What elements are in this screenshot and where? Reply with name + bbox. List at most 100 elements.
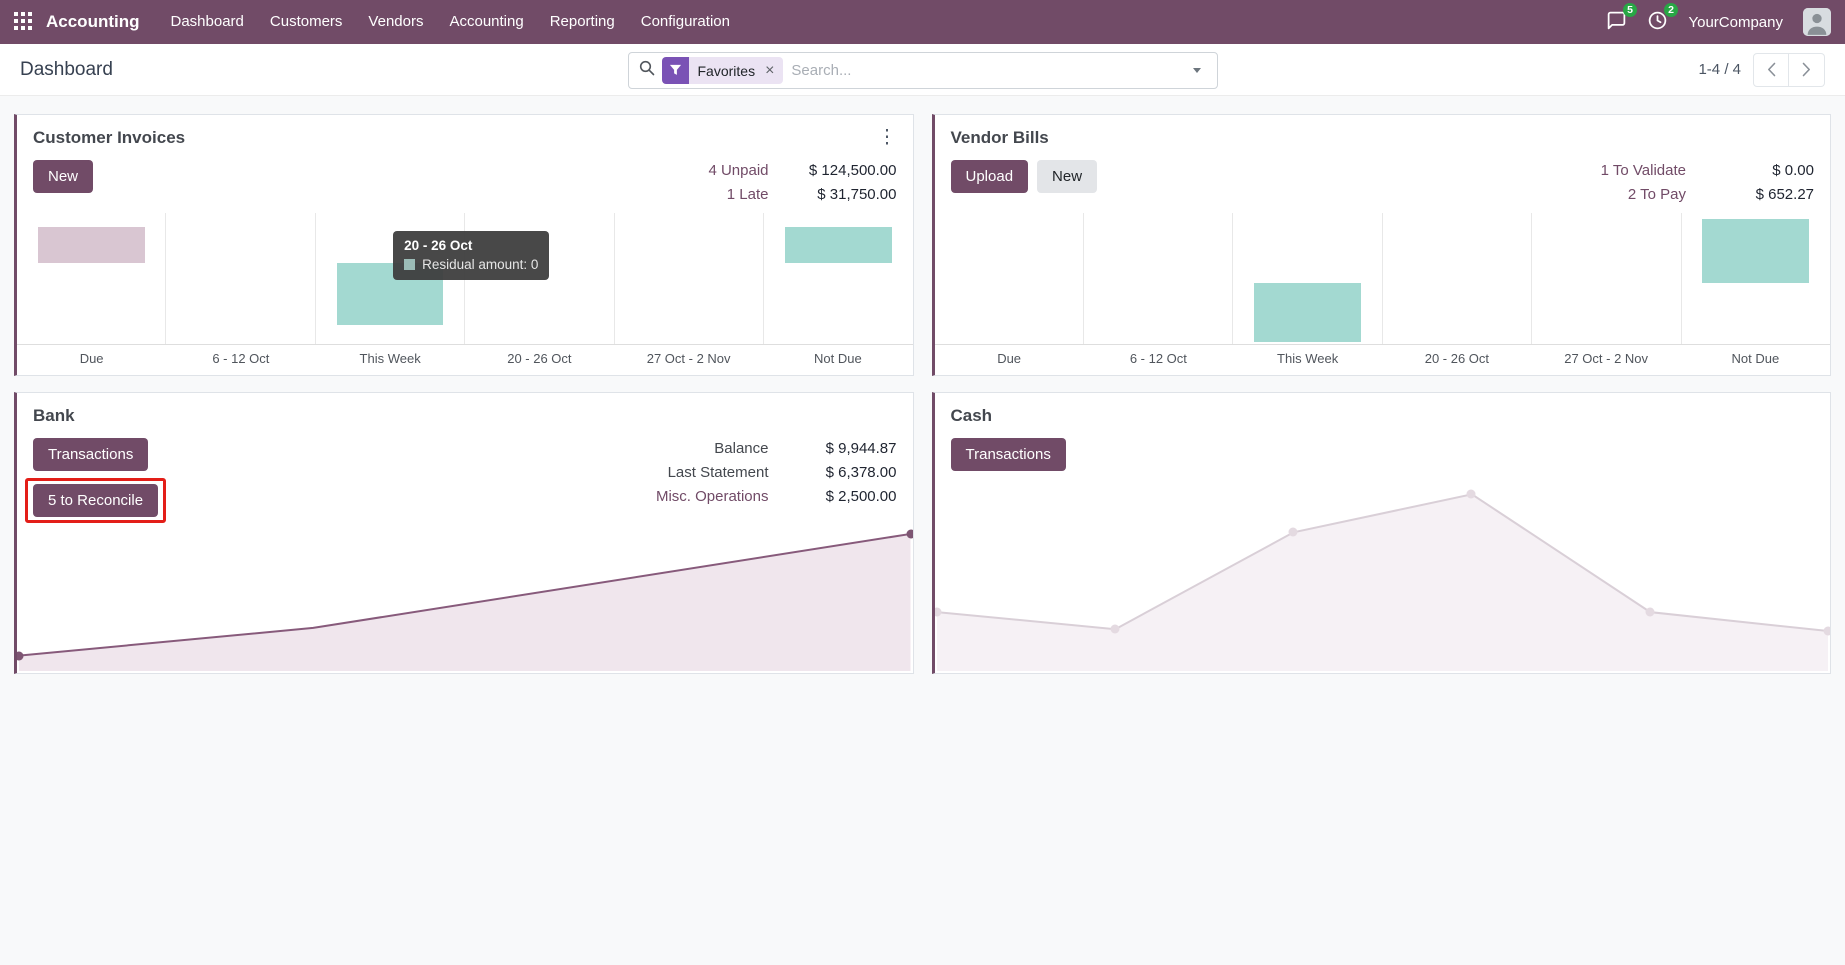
top-navbar: Accounting Dashboard Customers Vendors A… [0, 0, 1845, 44]
facet-remove-button[interactable]: × [763, 57, 784, 84]
apps-menu-button[interactable] [0, 0, 46, 44]
user-avatar[interactable] [1803, 8, 1831, 36]
pager: 1-4 / 4 [1698, 52, 1825, 87]
bar-column [1381, 213, 1531, 344]
card-title: Cash [950, 406, 993, 425]
card-cash: Cash Transactions [931, 392, 1831, 674]
bar-column [165, 213, 314, 344]
unpaid-invoices-link[interactable]: 4 Unpaid [708, 162, 769, 179]
data-point[interactable] [16, 651, 24, 661]
balance-label: Balance [714, 440, 769, 457]
nav-item-customers[interactable]: Customers [269, 13, 343, 30]
card-actions: Transactions 5 to Reconcile [25, 438, 167, 523]
upload-bill-button[interactable]: Upload [950, 160, 1029, 193]
bar-column [464, 213, 613, 344]
x-axis-label: 27 Oct - 2 Nov [646, 351, 731, 366]
data-point[interactable] [906, 529, 913, 539]
unpaid-invoices-amount: $ 124,500.00 [808, 162, 897, 179]
x-axis-label: 20 - 26 Oct [507, 351, 572, 366]
nav-item-reporting[interactable]: Reporting [549, 13, 615, 30]
cash-balance-chart[interactable] [934, 481, 1831, 671]
chart-bar[interactable] [784, 227, 892, 264]
data-point[interactable] [1110, 624, 1120, 634]
card-actions: Upload New [950, 160, 1098, 193]
bar-column [17, 213, 165, 344]
x-axis-label: 6 - 12 Oct [1129, 351, 1187, 366]
card-title: Vendor Bills [950, 128, 1049, 147]
x-axis-label: Not Due [814, 351, 862, 366]
activities-button[interactable]: 2 [1647, 3, 1679, 34]
vendor-bills-chart[interactable] [934, 213, 1830, 345]
new-bill-button[interactable]: New [1037, 160, 1098, 193]
x-axis-label: This Week [1277, 351, 1339, 366]
line-chart-svg [936, 481, 1828, 671]
bank-transactions-button[interactable]: Transactions [33, 438, 149, 471]
card-vendor-bills: Vendor Bills Upload New 1 To Validate $ … [931, 114, 1831, 376]
line-chart-svg [19, 517, 911, 671]
kebab-menu-icon[interactable]: ⋮ [872, 124, 903, 151]
x-axis-label: 27 Oct - 2 Nov [1564, 351, 1649, 366]
balance-amount: $ 9,944.87 [825, 440, 897, 457]
search-input[interactable] [791, 62, 1181, 79]
card-title: Customer Invoices [33, 128, 186, 147]
to-pay-link[interactable]: 2 To Pay [1627, 186, 1686, 203]
pager-buttons [1753, 52, 1825, 87]
bar-column [1531, 213, 1680, 344]
control-panel: Dashboard Favorites × 1-4 / 4 [0, 44, 1845, 96]
app-name[interactable]: Accounting [46, 12, 140, 31]
navbar-right: 5 2 YourCompany [1606, 0, 1845, 44]
bank-balance-chart[interactable] [16, 517, 913, 671]
search-icon [639, 60, 655, 81]
last-statement-amount: $ 6,378.00 [825, 464, 897, 481]
nav-item-dashboard[interactable]: Dashboard [170, 13, 244, 30]
page-title: Dashboard [20, 58, 113, 80]
apps-grid-icon [14, 11, 32, 33]
search-bar[interactable]: Favorites × [627, 52, 1218, 89]
activities-badge: 2 [1663, 3, 1679, 17]
chart-bar[interactable] [336, 263, 444, 326]
pager-previous-button[interactable] [1753, 52, 1789, 87]
data-point[interactable] [1288, 527, 1298, 537]
dashboard-kanban: Customer Invoices ⋮ New 4 Unpaid $ 124,5… [0, 96, 1845, 692]
x-axis-label: 6 - 12 Oct [212, 351, 270, 366]
chart-bar[interactable] [1702, 218, 1810, 284]
x-axis-label: Due [997, 351, 1022, 366]
x-axis-labels: Due 6 - 12 Oct This Week 20 - 26 Oct 27 Oct … [935, 345, 1831, 375]
data-point[interactable] [1645, 607, 1655, 617]
data-point[interactable] [1466, 489, 1476, 499]
nav-item-vendors[interactable]: Vendors [368, 13, 424, 30]
reconcile-button[interactable]: 5 to Reconcile [33, 484, 159, 517]
late-invoices-link[interactable]: 1 Late [726, 186, 769, 203]
clock-icon [1647, 10, 1668, 34]
chart-bar[interactable] [37, 227, 145, 264]
bar-column [1232, 213, 1381, 344]
chart-bar[interactable] [1254, 283, 1361, 342]
nav-item-configuration[interactable]: Configuration [640, 13, 730, 30]
filter-funnel-icon [661, 57, 689, 84]
search-dropdown-toggle[interactable] [1181, 53, 1213, 88]
pager-value: 1-4 / 4 [1698, 61, 1741, 78]
card-actions-row: Transactions 5 to Reconcile Balance $ 9,… [17, 426, 913, 523]
main-menu: Dashboard Customers Vendors Accounting R… [158, 0, 743, 44]
navbar-left: Accounting Dashboard Customers Vendors A… [0, 0, 743, 44]
card-actions-row: New 4 Unpaid $ 124,500.00 1 Late $ 31,75… [17, 148, 913, 205]
card-actions-row: Upload New 1 To Validate $ 0.00 2 To Pay… [935, 148, 1831, 205]
bank-stats: Balance $ 9,944.87 Last Statement $ 6,37… [656, 438, 897, 507]
to-validate-link[interactable]: 1 To Validate [1600, 162, 1686, 179]
pager-next-button[interactable] [1789, 52, 1825, 87]
accounting-dashboard-page: Accounting Dashboard Customers Vendors A… [0, 0, 1845, 692]
data-point[interactable] [1823, 626, 1831, 636]
messages-button[interactable]: 5 [1606, 3, 1638, 34]
card-bank: Bank Transactions 5 to Reconcile Balance… [14, 392, 914, 674]
cash-transactions-button[interactable]: Transactions [950, 438, 1066, 471]
card-header: Vendor Bills [935, 115, 1831, 148]
card-title: Bank [33, 406, 75, 425]
customer-invoices-chart[interactable]: 20 - 26 Oct Residual amount: 0 [17, 213, 913, 345]
card-header: Customer Invoices [17, 115, 913, 148]
bar-column [1082, 213, 1232, 344]
new-invoice-button[interactable]: New [33, 160, 94, 193]
data-point[interactable] [934, 607, 941, 617]
misc-operations-link[interactable]: Misc. Operations [655, 488, 769, 505]
nav-item-accounting[interactable]: Accounting [449, 13, 524, 30]
company-switcher[interactable]: YourCompany [1688, 13, 1783, 31]
